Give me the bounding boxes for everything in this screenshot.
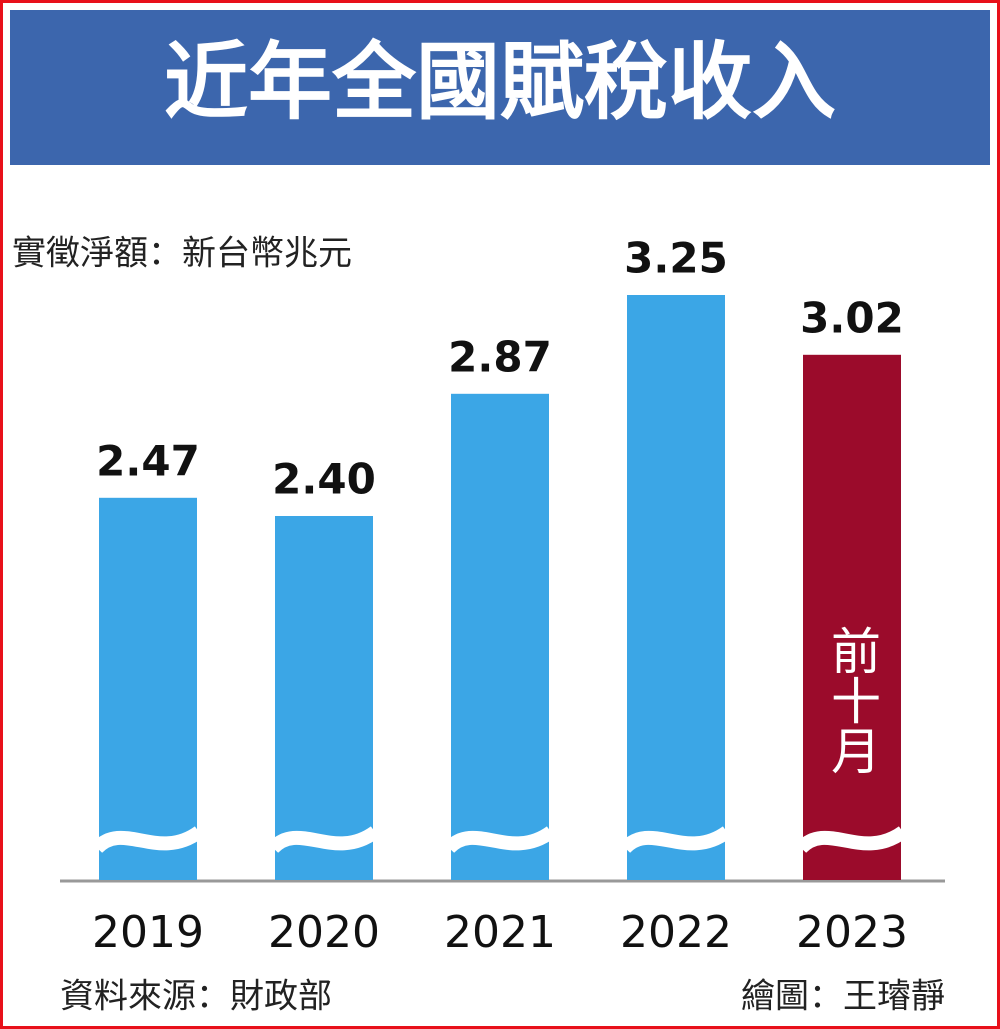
axis-break [795,826,908,854]
axis-break [91,826,204,854]
x-tick-label: 2023 [796,907,908,958]
x-tick-label: 2020 [268,907,380,958]
unit-label: 實徵淨額：新台幣兆元 [12,234,352,274]
value-label: 2.40 [272,455,376,504]
axis-break [267,826,380,854]
credit: 繪圖：王璿靜 [741,977,945,1017]
title-banner [10,10,990,165]
bar [803,354,901,880]
x-tick-label: 2019 [92,907,204,958]
annotation: 前十月 [823,625,881,775]
bar [451,393,549,880]
value-label: 2.47 [96,436,200,485]
chart-title: 近年全國賦稅收入 [164,33,836,131]
bar [99,497,197,880]
axis-break [443,826,556,854]
x-tick-label: 2021 [444,907,556,958]
source: 資料來源：財政部 [60,977,332,1017]
value-label: 2.87 [448,332,552,381]
bar [627,295,725,880]
x-tick-label: 2022 [620,907,732,958]
bar [275,516,373,880]
axis-break [619,826,732,854]
value-label: 3.02 [800,293,904,342]
value-label: 3.25 [624,234,728,283]
